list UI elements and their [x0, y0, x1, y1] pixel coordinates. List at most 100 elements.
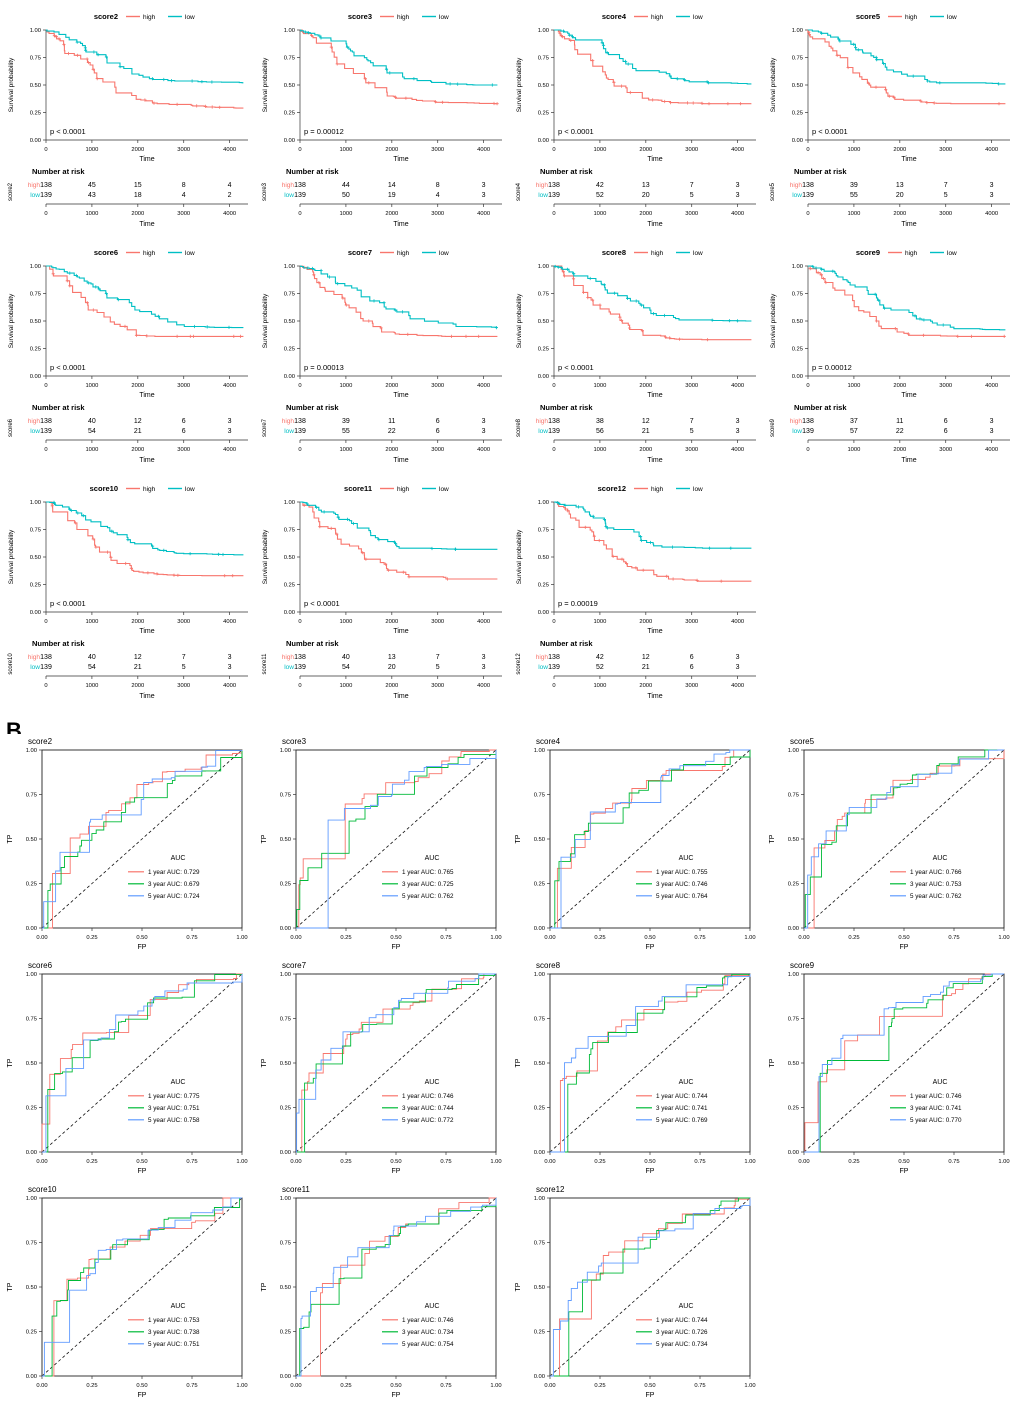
- y-tick-label: 0.50: [534, 1285, 545, 1291]
- risk-count: 2: [228, 192, 232, 199]
- chart-title: score5: [856, 12, 880, 21]
- y-tick-label: 1.00: [538, 28, 549, 34]
- x-tick-label: 0: [298, 147, 301, 153]
- km-plot-score7: score7 high low 0.00 0.25 0.50 0.75 1.00 0 1000 20…: [256, 242, 510, 478]
- y-tick-label: 0.25: [538, 347, 549, 353]
- km-svg-score5: score5 high low 0.00 0.25 0.50 0.75 1.00 0 1000 20…: [770, 12, 1010, 228]
- y-tick-label: 1.00: [534, 972, 545, 978]
- x-tick-label: 4000: [223, 383, 236, 389]
- chart-title: score7: [348, 248, 372, 257]
- risk-row-label-low: low: [284, 664, 294, 671]
- x-tick-label: 2000: [639, 619, 652, 625]
- y-axis-title: TP: [769, 1058, 776, 1067]
- x-tick-label: 3000: [685, 147, 698, 153]
- risk-tick-label: 1000: [593, 683, 606, 689]
- legend-entry: 1 year AUC: 0.765: [402, 869, 454, 876]
- y-tick-label: 1.00: [280, 1196, 291, 1202]
- y-tick-label: 0.25: [538, 583, 549, 589]
- chart-title: score11: [282, 1185, 310, 1194]
- risk-count: 6: [944, 418, 948, 425]
- legend-entry: 1 year AUC: 0.746: [402, 1093, 454, 1100]
- x-axis-title: FP: [392, 1168, 401, 1175]
- y-tick-label: 0.25: [792, 347, 803, 353]
- p-value: p < 0.0001: [50, 127, 86, 136]
- x-axis-title: Time: [139, 156, 154, 163]
- legend-entry: 3 year AUC: 0.726: [656, 1329, 708, 1336]
- legend-label-high: high: [143, 250, 156, 257]
- risk-row-label-low: low: [538, 192, 548, 199]
- legend-entry: 1 year AUC: 0.744: [656, 1317, 708, 1324]
- x-tick-label: 0.25: [86, 935, 97, 941]
- risk-count: 12: [134, 654, 142, 661]
- x-tick-label: 3000: [431, 383, 444, 389]
- risk-tick-label: 4000: [223, 683, 236, 689]
- risk-count: 138: [294, 654, 306, 661]
- risk-x-axis-title: Time: [647, 221, 662, 228]
- risk-count: 50: [342, 192, 350, 199]
- y-tick-label: 0.75: [26, 1017, 37, 1023]
- roc-curve-1-year: [296, 749, 496, 929]
- y-tick-label: 0.50: [30, 319, 41, 325]
- risk-tick-label: 3000: [939, 211, 952, 217]
- x-tick-label: 0.00: [36, 935, 47, 941]
- risk-count: 20: [896, 192, 904, 199]
- risk-count: 37: [850, 418, 858, 425]
- survival-curve-high: [807, 30, 1006, 105]
- roc-svg-score3: score3 0.00 0.00 0.25 0.25 0.50 0.50 0.75 0.75 1.…: [261, 737, 502, 951]
- risk-tick-label: 2000: [893, 211, 906, 217]
- chart-title: score4: [602, 12, 627, 21]
- y-tick-label: 0.50: [534, 837, 545, 843]
- risk-row-label-high: high: [536, 418, 549, 425]
- risk-axis-title: score4: [516, 182, 522, 201]
- chart-title: score2: [28, 737, 53, 746]
- x-tick-label: 4000: [985, 383, 998, 389]
- risk-count: 40: [88, 654, 96, 661]
- legend-label-high: high: [651, 486, 664, 493]
- y-axis-title: Survival probability: [770, 57, 777, 112]
- y-tick-label: 0.75: [538, 292, 549, 298]
- risk-tick-label: 2000: [639, 447, 652, 453]
- diagonal-reference-line: [549, 1197, 751, 1377]
- risk-count: 54: [88, 428, 96, 435]
- legend-entry: 5 year AUC: 0.751: [148, 1341, 200, 1348]
- x-tick-label: 3000: [939, 383, 952, 389]
- risk-count: 138: [294, 418, 306, 425]
- risk-count: 138: [802, 182, 814, 189]
- y-tick-label: 0.00: [788, 1150, 799, 1156]
- y-tick-label: 0.75: [788, 793, 799, 799]
- y-tick-label: 0.75: [26, 793, 37, 799]
- x-axis-title: FP: [646, 944, 655, 951]
- survival-curve-low: [808, 29, 1006, 85]
- risk-count: 21: [134, 428, 142, 435]
- km-svg-score6: score6 high low 0.00 0.25 0.50 0.75 1.00 0 1000 20…: [8, 248, 248, 464]
- diagonal-reference-line: [803, 973, 1005, 1153]
- chart-title: score9: [856, 248, 880, 257]
- risk-axis-title: score12: [516, 653, 522, 675]
- y-axis-title: Survival probability: [8, 529, 15, 584]
- legend-entry: 3 year AUC: 0.725: [402, 881, 454, 888]
- legend-label-high: high: [905, 250, 918, 257]
- x-tick-label: 2000: [639, 383, 652, 389]
- x-tick-label: 0.50: [390, 1159, 401, 1165]
- risk-count: 20: [388, 664, 396, 671]
- roc-curve-3-year: [296, 750, 497, 929]
- risk-count: 6: [182, 428, 186, 435]
- risk-x-axis-title: Time: [647, 693, 662, 700]
- risk-count: 6: [182, 418, 186, 425]
- y-tick-label: 0.25: [30, 111, 41, 117]
- risk-count: 3: [482, 418, 486, 425]
- x-tick-label: 1.00: [236, 1159, 247, 1165]
- risk-tick-label: 3000: [431, 683, 444, 689]
- y-tick-label: 1.00: [30, 28, 41, 34]
- diagonal-reference-line: [295, 973, 497, 1153]
- legend-label-low: low: [693, 14, 703, 21]
- diagonal-reference-line: [41, 749, 243, 929]
- legend-title: AUC: [425, 1079, 440, 1086]
- y-tick-label: 0.25: [534, 1330, 545, 1336]
- y-axis-title: TP: [769, 834, 776, 843]
- risk-row-label-high: high: [28, 418, 41, 425]
- risk-count: 13: [896, 182, 904, 189]
- x-tick-label: 1.00: [998, 935, 1009, 941]
- legend-label-high: high: [905, 14, 918, 21]
- risk-count: 3: [736, 418, 740, 425]
